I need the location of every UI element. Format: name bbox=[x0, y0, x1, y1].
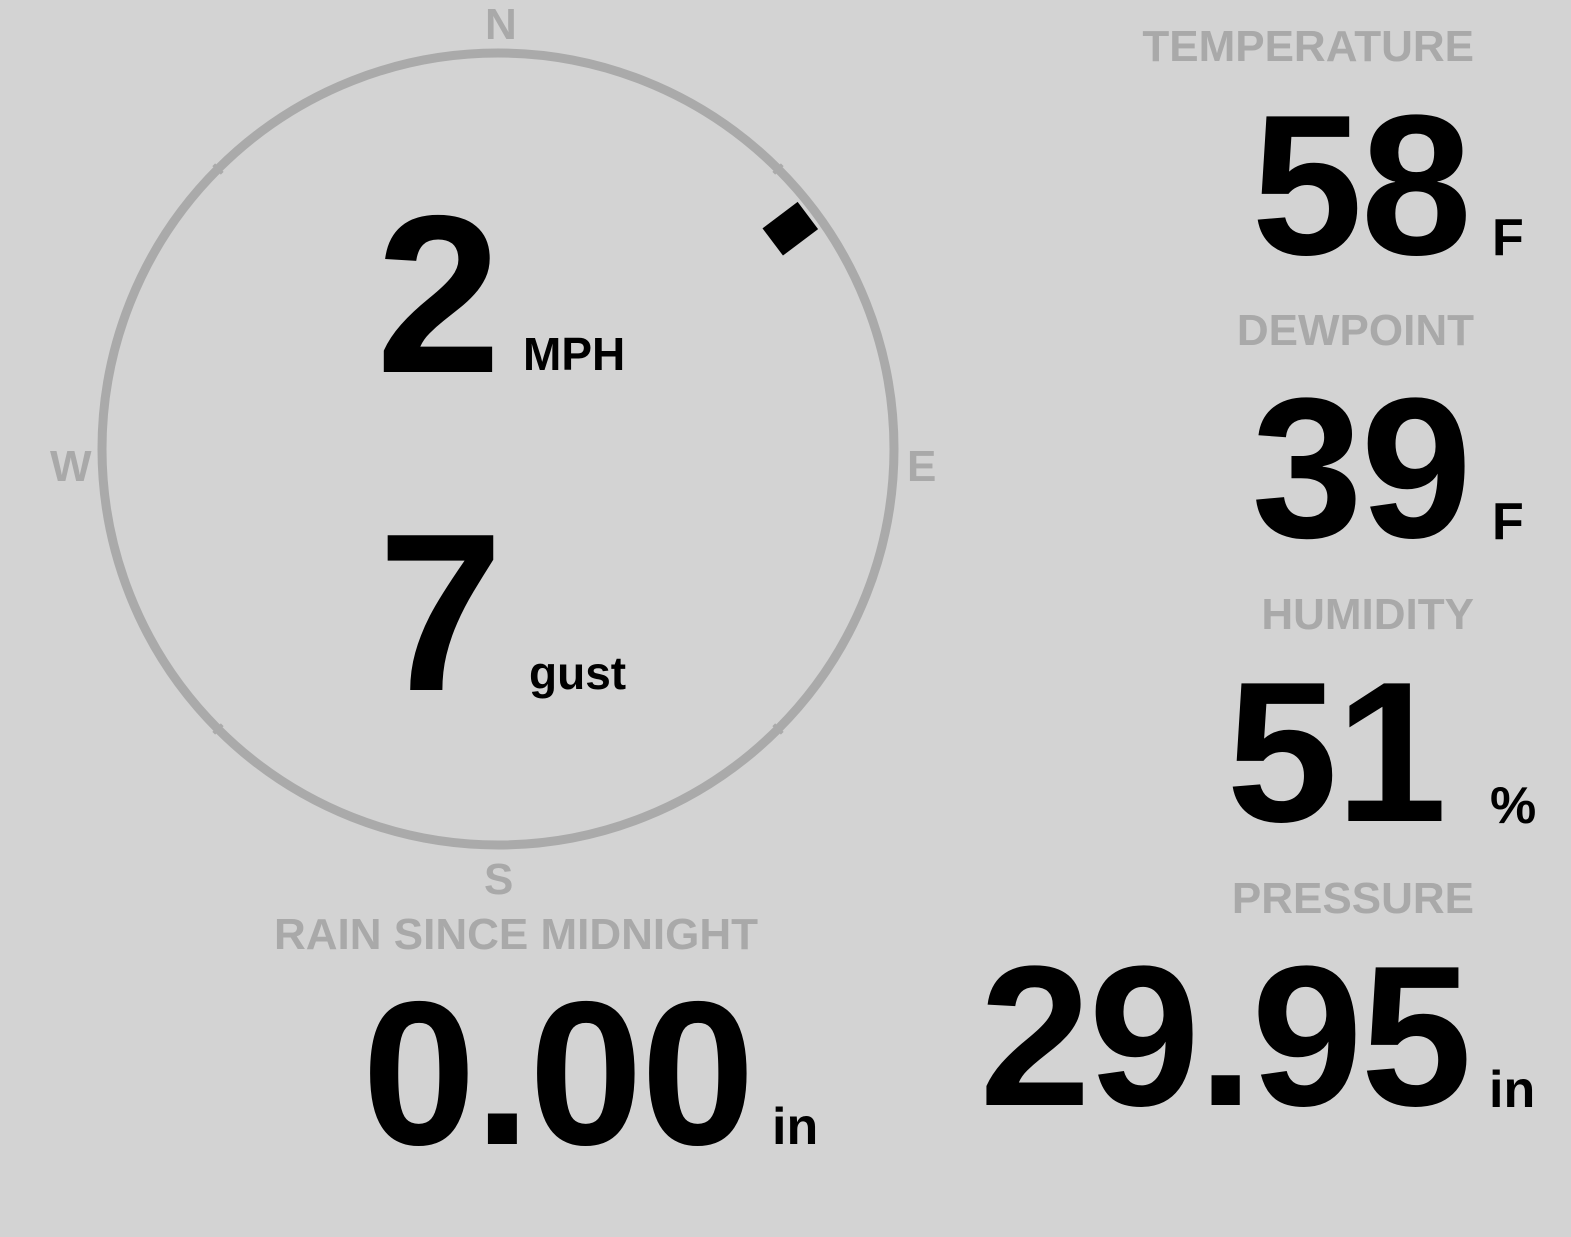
compass-ring bbox=[97, 48, 899, 850]
wind-direction-marker bbox=[762, 201, 819, 256]
pressure-value: 29.95 bbox=[979, 925, 1472, 1148]
dewpoint-unit: F bbox=[1492, 493, 1524, 551]
humidity-value: 51 bbox=[1226, 641, 1447, 864]
compass-west: W bbox=[50, 442, 92, 491]
humidity-unit: % bbox=[1490, 777, 1537, 835]
pressure-unit: in bbox=[1489, 1061, 1536, 1119]
compass-north: N bbox=[485, 0, 517, 49]
temperature-value: 58 bbox=[1251, 74, 1472, 297]
compass-south: S bbox=[484, 855, 514, 904]
humidity-label: HUMIDITY bbox=[1261, 590, 1474, 639]
compass-tick bbox=[772, 163, 784, 175]
rain-label: RAIN SINCE MIDNIGHT bbox=[274, 910, 758, 959]
dewpoint-value: 39 bbox=[1251, 357, 1472, 580]
compass-tick bbox=[212, 723, 224, 735]
temperature-label: TEMPERATURE bbox=[1142, 22, 1474, 71]
wind-speed-unit: MPH bbox=[523, 328, 626, 380]
compass-tick bbox=[772, 723, 784, 735]
compass-ticks bbox=[212, 163, 784, 735]
compass-east: E bbox=[907, 442, 937, 491]
wind-speed-value: 2 bbox=[376, 168, 501, 420]
temperature-unit: F bbox=[1492, 209, 1524, 267]
rain-unit: in bbox=[772, 1098, 819, 1156]
pressure-label: PRESSURE bbox=[1231, 874, 1474, 923]
dewpoint-label: DEWPOINT bbox=[1236, 306, 1474, 355]
rain-value: 0.00 bbox=[362, 959, 755, 1188]
compass-tick bbox=[212, 163, 224, 175]
wind-gust-value: 7 bbox=[378, 486, 503, 738]
wind-gust-label: gust bbox=[529, 647, 627, 699]
